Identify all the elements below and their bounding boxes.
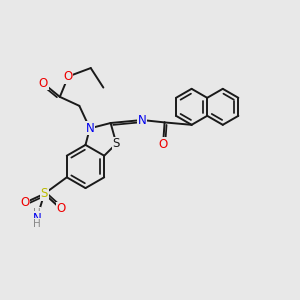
Text: O: O — [64, 70, 73, 83]
Text: N: N — [32, 212, 41, 225]
Text: O: O — [56, 202, 65, 215]
Text: H: H — [33, 219, 41, 229]
Text: H: H — [33, 208, 41, 218]
Text: O: O — [39, 77, 48, 90]
Text: O: O — [158, 137, 168, 151]
Text: O: O — [20, 196, 29, 209]
Text: N: N — [138, 113, 146, 127]
Text: S: S — [113, 137, 120, 150]
Text: N: N — [85, 122, 94, 135]
Text: S: S — [40, 187, 48, 200]
